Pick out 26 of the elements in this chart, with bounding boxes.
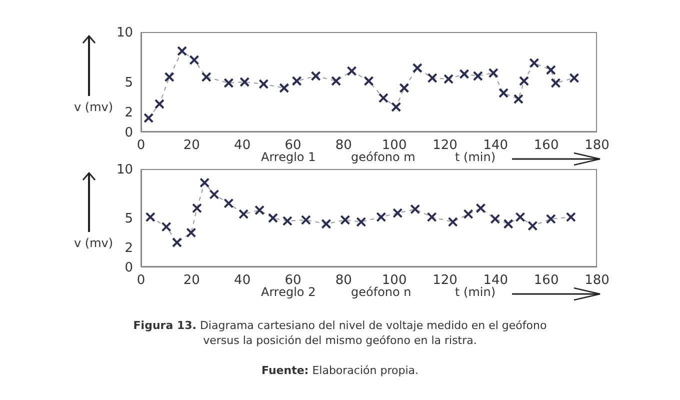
text: Figura 13. Diagrama cartesiano del nivel de voltaje medido en el geófono versus la posición del mismo geófono en la ristra. — [132, 318, 548, 348]
y-tick-label: 10 — [116, 26, 133, 41]
y-tick-label: 2 — [124, 241, 133, 256]
x-tick-label: 0 — [136, 138, 146, 154]
x-tick-label: 180 — [584, 138, 610, 154]
x-tick-label: 80 — [335, 138, 352, 154]
y-tick-label: 2 — [124, 106, 133, 121]
x-tick-label: 160 — [534, 138, 559, 154]
source-note: Fuente: Elaboración propia. — [260, 363, 420, 378]
x-tick-label: 20 — [183, 138, 200, 154]
x-tick-label: 40 — [234, 273, 251, 288]
y-axis-title: v (mv) — [74, 100, 114, 114]
x-tick-label: 0 — [136, 273, 146, 288]
x-tick-label: 120 — [432, 273, 458, 288]
y-tick-label: 5 — [124, 76, 133, 91]
x-tick-label: 160 — [534, 273, 559, 288]
y-tick-label: 5 — [124, 212, 133, 227]
y-tick-label: 0 — [124, 126, 133, 141]
y-axis-title: v (mv) — [74, 236, 114, 250]
x-tick-label: 40 — [234, 138, 251, 154]
y-tick-label: 10 — [116, 162, 133, 178]
x-tick-label: 120 — [432, 138, 458, 154]
x-tick-label: 20 — [183, 273, 200, 288]
x-tick-label: 80 — [335, 273, 352, 288]
x-tick-label: 180 — [584, 273, 610, 288]
y-tick-label: 0 — [124, 260, 133, 276]
